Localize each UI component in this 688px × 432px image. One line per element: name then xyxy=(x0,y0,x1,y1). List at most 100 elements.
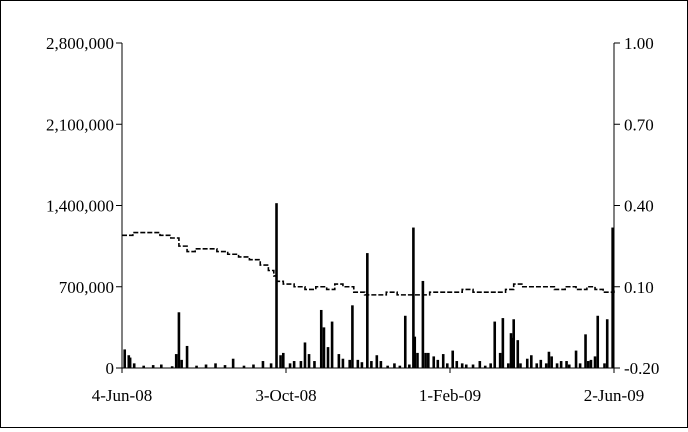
volume-bar xyxy=(511,337,514,368)
volume-bar xyxy=(185,345,189,368)
volume-bar xyxy=(288,363,292,368)
volume-bar xyxy=(550,356,553,368)
right-y-tick-label: 0.10 xyxy=(624,278,654,297)
volume-bar xyxy=(493,321,497,368)
volume-bar xyxy=(535,363,539,368)
volume-bar xyxy=(386,365,389,368)
volume-bar xyxy=(299,361,303,368)
ratio-series-line xyxy=(122,231,615,296)
volume-bar xyxy=(174,354,178,368)
volume-bar xyxy=(578,363,582,368)
volume-bar xyxy=(460,363,464,368)
volume-bar xyxy=(177,312,181,368)
volume-bar xyxy=(427,352,430,368)
volume-bar xyxy=(605,319,609,368)
volume-bar xyxy=(416,352,419,368)
volume-bar xyxy=(275,203,278,368)
ratio-line xyxy=(122,231,615,296)
volume-bar xyxy=(231,358,235,368)
volume-bar xyxy=(586,361,590,368)
volume-bar xyxy=(261,361,265,368)
volume-bar xyxy=(539,359,543,368)
volume-bar xyxy=(589,359,593,368)
volume-bar xyxy=(375,355,379,368)
volume-bar xyxy=(471,364,475,368)
volume-bar xyxy=(252,364,255,368)
volume-bar xyxy=(593,356,597,368)
volume-bar xyxy=(326,347,330,368)
tick-labels: 2,800,000 2,100,000 1,400,000 700,000 0 1.00 0… xyxy=(46,34,659,405)
volume-bar xyxy=(519,363,522,368)
volume-bar xyxy=(498,352,502,368)
volume-bar xyxy=(128,357,132,368)
volume-bar xyxy=(292,361,296,368)
volume-bar xyxy=(322,327,326,368)
volume-bar xyxy=(195,365,198,368)
volume-bar xyxy=(525,358,529,368)
volume-bar xyxy=(170,366,174,368)
volume-bar xyxy=(464,364,468,368)
volume-bar xyxy=(214,363,217,368)
volume-bar xyxy=(360,362,364,368)
volume-bar xyxy=(151,365,155,368)
volume-bar xyxy=(142,365,145,368)
volume-bar xyxy=(574,350,578,368)
volume-bar xyxy=(413,336,417,368)
volume-bar xyxy=(421,280,425,368)
volume-bar xyxy=(319,309,323,368)
volume-bars xyxy=(123,203,614,368)
volume-bar xyxy=(393,363,396,368)
right-y-tick-label: 0.40 xyxy=(624,197,654,216)
volume-bar xyxy=(559,361,563,368)
volume-bar xyxy=(530,355,533,368)
volume-bar xyxy=(279,355,282,368)
right-y-tick-label: 1.00 xyxy=(624,34,654,53)
volume-bar xyxy=(351,305,354,368)
volume-bar xyxy=(366,253,369,368)
volume-bar xyxy=(483,365,487,368)
x-tick-label: 2-Jun-09 xyxy=(584,386,644,405)
volume-bar xyxy=(436,359,440,368)
left-y-tick-label: 2,100,000 xyxy=(46,115,114,134)
volume-bar xyxy=(379,361,383,368)
volume-bar xyxy=(506,363,510,368)
volume-bar xyxy=(370,361,373,368)
volume-bar xyxy=(489,363,492,368)
volume-bar xyxy=(544,363,548,368)
volume-bar xyxy=(127,355,131,368)
volume-bar xyxy=(445,363,449,368)
volume-bar xyxy=(584,334,587,368)
volume-bar xyxy=(451,350,455,368)
left-y-tick-label: 700,000 xyxy=(59,278,114,297)
x-tick-label: 1-Feb-09 xyxy=(419,386,481,405)
volume-bar xyxy=(567,364,571,368)
left-y-tick-label: 1,400,000 xyxy=(46,197,114,216)
volume-bar xyxy=(432,356,436,368)
volume-bar xyxy=(398,365,402,368)
left-y-tick-label: 2,800,000 xyxy=(46,34,114,53)
volume-bar xyxy=(356,359,360,368)
volume-bar xyxy=(603,363,606,368)
x-tick-label: 3-Oct-08 xyxy=(255,386,316,405)
volume-bar xyxy=(307,354,311,368)
volume-bar xyxy=(204,364,208,368)
right-y-tick-label: 0.70 xyxy=(624,115,654,134)
volume-bar xyxy=(223,365,227,368)
right-y-tick-label: -0.20 xyxy=(624,359,659,378)
volume-bar xyxy=(313,361,316,368)
volume-bar xyxy=(547,351,551,368)
volume-bar xyxy=(455,361,459,368)
volume-bar xyxy=(501,318,505,368)
volume-bar xyxy=(596,315,600,368)
x-tick-label: 4-Jun-08 xyxy=(92,386,152,405)
volume-bar xyxy=(611,227,614,368)
volume-bar xyxy=(555,363,559,368)
volume-bar xyxy=(303,342,307,368)
volume-bar xyxy=(341,358,345,368)
volume-bar xyxy=(330,321,334,368)
volume-bar xyxy=(160,364,163,368)
volume-bar xyxy=(281,352,285,368)
volume-bar xyxy=(132,363,136,368)
